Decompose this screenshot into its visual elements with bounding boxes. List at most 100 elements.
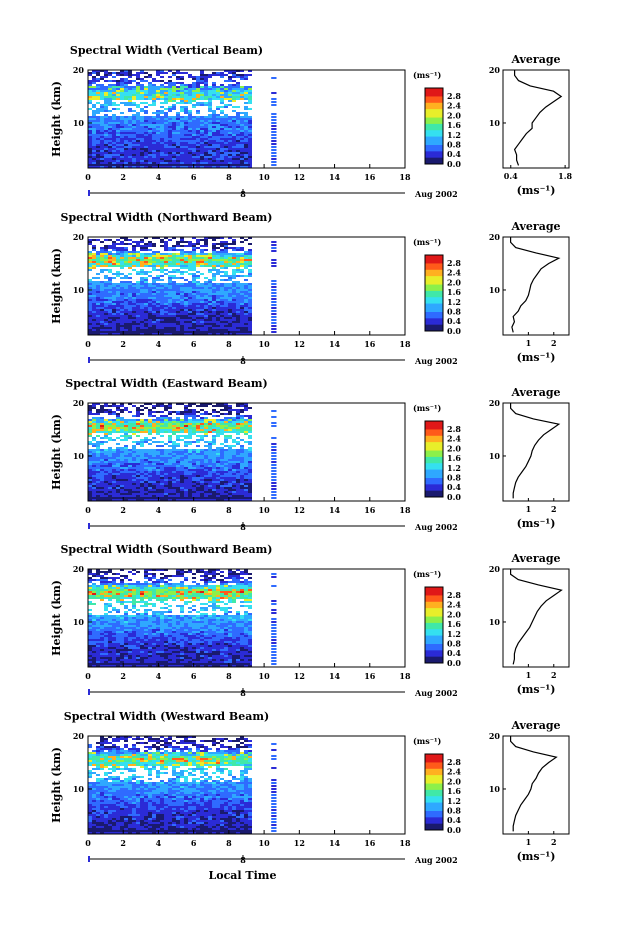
heatmap-cell: [132, 461, 136, 463]
heatmap-cell: [156, 449, 160, 451]
heatmap-cell: [120, 265, 124, 267]
heatmap-cell: [172, 305, 176, 307]
heatmap-cell: [244, 415, 248, 417]
heatmap-cell: [220, 166, 224, 168]
heatmap-cell: [164, 449, 168, 451]
heatmap-cell: [200, 327, 204, 329]
heatmap-cell: [236, 473, 240, 475]
heatmap-cell: [112, 259, 116, 261]
heatmap-cell: [236, 140, 240, 142]
heatmap-cell: [236, 465, 240, 467]
heatmap-cell: [192, 124, 196, 126]
heatmap-cell: [200, 483, 204, 485]
heatmap-cell: [92, 487, 96, 489]
x-tick-label: 14: [329, 172, 341, 182]
heatmap-cell: [180, 479, 184, 481]
heatmap-cell: [172, 295, 176, 297]
heatmap-cell: [132, 307, 136, 309]
heatmap-cell: [132, 162, 136, 164]
heatmap-cell: [248, 122, 252, 124]
heatmap-cell: [164, 237, 168, 239]
heatmap-cell: [160, 158, 164, 160]
heatmap-cell: [240, 319, 244, 321]
heatmap-cell: [220, 259, 224, 261]
heatmap-cell: [96, 421, 100, 423]
heatmap-cell: [128, 431, 132, 433]
heatmap-cell: [176, 255, 180, 257]
heatmap-cell: [192, 463, 196, 465]
heatmap-cell: [220, 433, 224, 435]
heatmap-cell: [132, 96, 136, 98]
heatmap-cell: [164, 96, 168, 98]
heatmap-cell: [212, 437, 216, 439]
heatmap-cell: [120, 134, 124, 136]
heatmap-cell: [228, 289, 232, 291]
heatmap-cell: [136, 132, 140, 134]
heatmap-cell: [244, 403, 248, 405]
x-tick-label: 4: [156, 339, 162, 349]
heatmap-cell: [120, 421, 124, 423]
heatmap-cell: [196, 265, 200, 267]
heatmap-cell: [164, 265, 168, 267]
heatmap-cell: [176, 333, 180, 335]
heatmap-cell: [176, 473, 180, 475]
heatmap-cell: [244, 130, 248, 132]
heatmap-cell: [104, 263, 108, 265]
heatmap-cell: [160, 451, 164, 453]
heatmap-cell: [156, 305, 160, 307]
heatmap-cell: [140, 92, 144, 94]
heatmap-cell: [108, 152, 112, 154]
heatmap-cell: [104, 249, 108, 251]
heatmap-cell: [96, 110, 100, 112]
heatmap-cell: [104, 469, 108, 471]
heatmap-cell: [148, 90, 152, 92]
heatmap-cell: [271, 134, 277, 136]
heatmap-cell: [136, 427, 140, 429]
heatmap-cell: [92, 114, 96, 116]
heatmap-cell: [224, 311, 228, 313]
heatmap-cell: [248, 315, 252, 317]
heatmap-cell: [176, 150, 180, 152]
heatmap-cell: [232, 313, 236, 315]
heatmap-cell: [128, 471, 132, 473]
heatmap-cell: [192, 293, 196, 295]
heatmap-cell: [152, 461, 156, 463]
heatmap-cell: [144, 94, 148, 96]
heatmap-cell: [200, 485, 204, 487]
heatmap-cell: [120, 126, 124, 128]
heatmap-cell: [216, 303, 220, 305]
heatmap-cell: [140, 70, 144, 72]
heatmap-cell: [148, 104, 152, 106]
heatmap-cell: [112, 429, 116, 431]
heatmap-cell: [124, 327, 128, 329]
heatmap-cell: [116, 120, 120, 122]
heatmap-cell: [228, 70, 232, 72]
heatmap-cell: [88, 269, 92, 271]
heatmap-cell: [160, 463, 164, 465]
heatmap-cell: [128, 483, 132, 485]
heatmap-cell: [160, 431, 164, 433]
heatmap-cell: [92, 485, 96, 487]
heatmap-cell: [136, 473, 140, 475]
heatmap-cell: [148, 291, 152, 293]
heatmap-cell: [236, 459, 240, 461]
heatmap-cell: [128, 130, 132, 132]
heatmap-cell: [200, 323, 204, 325]
heatmap-cell: [136, 120, 140, 122]
heatmap-cell: [112, 247, 116, 249]
heatmap-cell: [120, 156, 124, 158]
heatmap-cell: [92, 479, 96, 481]
heatmap-cell: [212, 333, 216, 335]
heatmap-cell: [148, 301, 152, 303]
heatmap-cell: [120, 86, 124, 88]
heatmap-cell: [88, 267, 92, 269]
heatmap-cell: [196, 463, 200, 465]
heatmap-cell: [208, 90, 212, 92]
heatmap-cell: [248, 138, 252, 140]
heatmap-cell: [184, 461, 188, 463]
heatmap-cell: [116, 461, 120, 463]
heatmap-cell: [148, 156, 152, 158]
heatmap-cell: [172, 425, 176, 427]
heatmap-cell: [120, 158, 124, 160]
heatmap-cell: [92, 86, 96, 88]
